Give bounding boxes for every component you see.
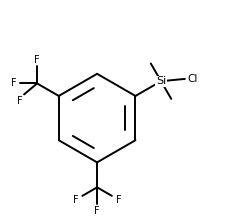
Text: F: F: [34, 55, 40, 65]
Text: F: F: [94, 206, 99, 216]
Text: F: F: [115, 195, 121, 205]
Text: F: F: [17, 96, 22, 106]
Text: Si: Si: [155, 76, 165, 86]
Text: F: F: [72, 195, 78, 205]
Text: F: F: [11, 78, 16, 89]
Text: Cl: Cl: [186, 74, 197, 84]
